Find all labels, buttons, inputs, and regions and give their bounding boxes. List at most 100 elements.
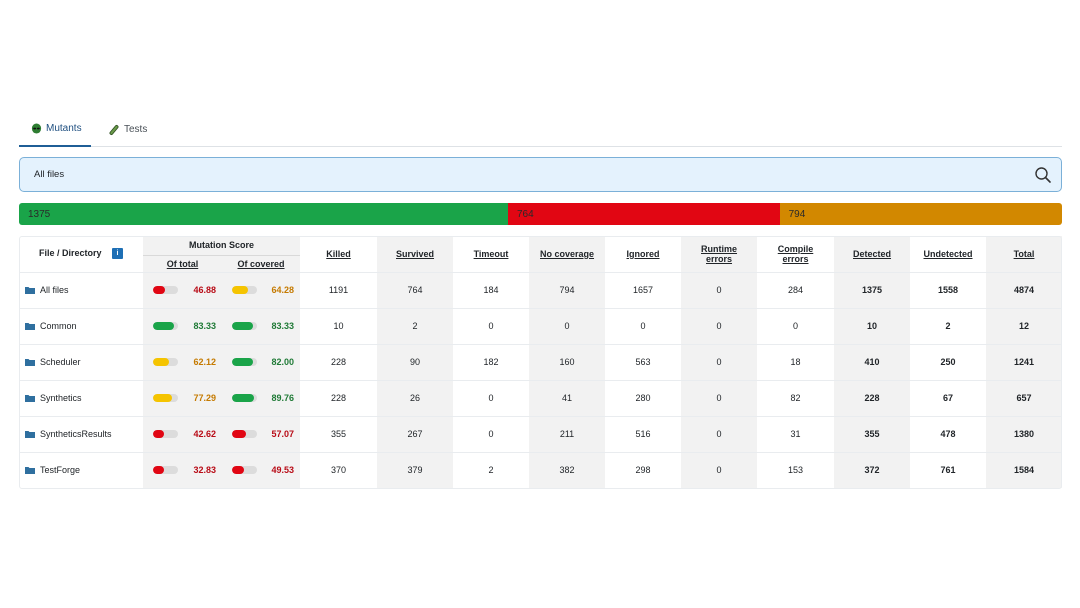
file-name-cell[interactable]: Common [19,307,143,344]
undetected-value: 761 [910,451,987,488]
undetected-value: 478 [910,415,987,452]
file-directory-header: File / Directory [38,248,102,259]
detected-value: 1375 [834,271,911,308]
detected-value: 410 [834,343,911,380]
survived-value: 764 [377,271,454,308]
undetected-count: 764 [516,208,534,220]
table-row[interactable]: SyntheticsResults 42.62 57.07 355 267 0 … [19,415,1063,452]
compile-errors-value: 31 [757,415,835,452]
tab-mutants[interactable]: Mutants [19,112,91,147]
detected-value: 10 [834,307,911,344]
col-detected[interactable]: Detected [834,236,911,272]
detected-segment: 1375 [19,203,508,225]
ignored-value: 0 [605,307,682,344]
score-of-total-value: 42.62 [193,429,216,439]
compile-errors-value: 284 [757,271,835,308]
survived-value: 267 [377,415,454,452]
table-row[interactable]: Common 83.33 83.33 10 2 0 0 0 0 0 10 2 1… [19,307,1063,344]
score-of-total-cell: 42.62 [143,415,222,452]
no-coverage-value: 794 [529,271,606,308]
col-timeout[interactable]: Timeout [473,248,509,259]
file-filter-input[interactable]: All files [19,157,1062,192]
mutation-score-header: Mutation Score [143,236,301,255]
detected-value: 372 [834,451,911,488]
table-row[interactable]: All files 46.88 64.28 1191 764 184 794 1… [19,271,1063,308]
col-of-covered[interactable]: Of covered [222,254,301,272]
col-file-directory: File / Directory i [19,236,143,272]
file-name-cell[interactable]: All files [19,271,143,308]
killed-value: 10 [300,307,378,344]
score-of-covered-bar [232,286,257,294]
file-name-cell[interactable]: SyntheticsResults [19,415,143,452]
tab-tests-label: Tests [124,124,148,135]
col-no-coverage[interactable]: No coverage [529,236,606,272]
mutant-summary-bar: 1375 764 794 [19,203,1062,225]
col-ignored[interactable]: Ignored [626,248,660,259]
file-name: Scheduler [40,357,81,367]
timeout-value: 182 [453,343,530,380]
folder-icon [25,394,35,402]
detected-value: 228 [834,379,911,416]
test-tube-icon [108,124,120,136]
compile-errors-label-1: Compile [777,243,814,254]
col-runtime-errors[interactable]: Runtime errors [681,236,758,272]
timeout-value: 0 [453,307,530,344]
score-of-total-cell: 77.29 [143,379,222,416]
file-name-cell[interactable]: TestForge [19,451,143,488]
col-compile-errors[interactable]: Compile errors [757,236,834,272]
file-name: SyntheticsResults [40,429,112,439]
score-of-total-cell: 46.88 [143,271,222,308]
no-coverage-value: 160 [529,343,606,380]
survived-value: 90 [377,343,454,380]
file-name-cell[interactable]: Synthetics [19,379,143,416]
score-of-covered-cell: 82.00 [222,343,301,380]
score-of-total-bar [153,358,178,366]
info-icon[interactable]: i [112,248,124,260]
score-of-total-bar [153,466,178,475]
detected-value: 355 [834,415,911,452]
score-of-covered-bar [232,394,257,402]
tab-tests[interactable]: Tests [106,112,156,147]
undetected-value: 67 [910,379,987,416]
timeout-value: 0 [453,415,530,452]
detected-count: 1375 [28,208,51,220]
timeout-value: 184 [453,271,530,308]
score-of-total-value: 32.83 [193,465,216,476]
ignored-value: 298 [605,451,682,488]
table-row[interactable]: Synthetics 77.29 89.76 228 26 0 41 280 0… [19,379,1063,416]
folder-icon [25,322,35,330]
killed-value: 1191 [300,271,378,308]
total-value: 12 [986,307,1063,344]
ignored-value: 280 [605,379,682,416]
score-of-covered-bar [232,322,257,330]
col-undetected[interactable]: Undetected [923,248,973,259]
runtime-errors-value: 0 [681,307,758,344]
folder-icon [25,286,35,294]
score-of-covered-bar [232,358,257,366]
col-killed[interactable]: Killed [326,248,351,259]
total-value: 657 [986,379,1063,416]
no-coverage-value: 41 [529,379,606,416]
score-of-covered-cell: 49.53 [222,451,301,488]
file-name-cell[interactable]: Scheduler [19,343,143,380]
score-of-total-bar [153,394,178,402]
folder-icon [25,358,35,366]
col-total[interactable]: Total [986,236,1063,272]
compile-errors-label-2: errors [782,253,809,264]
total-value: 1584 [986,451,1063,488]
table-row[interactable]: TestForge 32.83 49.53 370 379 2 382 298 … [19,451,1063,488]
col-of-total[interactable]: Of total [143,254,222,272]
search-icon[interactable] [1034,166,1052,184]
survived-value: 379 [377,451,454,488]
score-of-total-bar [153,430,178,438]
no-coverage-value: 211 [529,415,606,452]
score-of-covered-cell: 64.28 [222,271,301,308]
undetected-segment: 764 [507,203,780,225]
folder-icon [25,466,35,475]
score-of-total-cell: 62.12 [143,343,222,380]
table-row[interactable]: Scheduler 62.12 82.00 228 90 182 160 563… [19,343,1063,380]
no-coverage-value: 382 [529,451,606,488]
score-of-total-value: 46.88 [193,285,216,295]
score-of-covered-cell: 89.76 [222,379,301,416]
col-survived[interactable]: Survived [377,236,454,272]
